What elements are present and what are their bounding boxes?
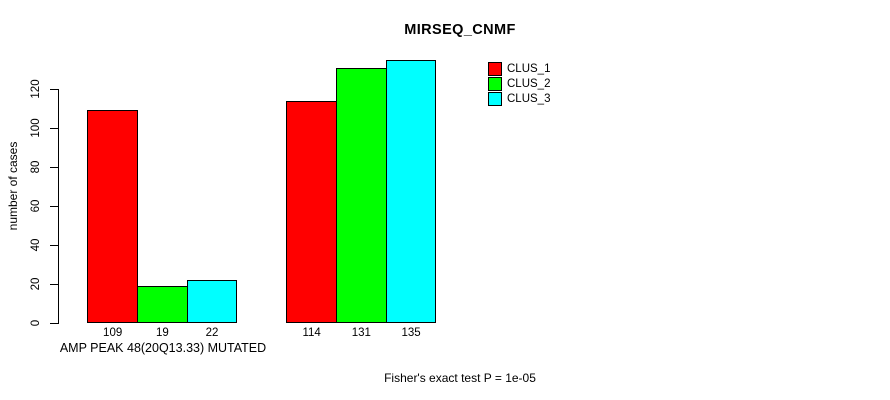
y-tick-label: 80 xyxy=(30,160,42,174)
y-tick-label: 0 xyxy=(30,319,42,327)
bar-clus_3-group2 xyxy=(385,59,437,323)
legend-item-clus_1: CLUS_1 xyxy=(488,61,550,76)
y-tick-mark xyxy=(50,323,58,324)
chart-title: MIRSEQ_CNMF xyxy=(404,22,516,38)
bar-value-label: 19 xyxy=(155,327,169,339)
bar-value-label: 114 xyxy=(302,327,321,339)
y-tick-mark xyxy=(50,89,58,90)
legend-item-clus_2: CLUS_2 xyxy=(488,76,550,91)
y-tick-mark xyxy=(50,245,58,246)
bar-value-label: 22 xyxy=(205,327,219,339)
legend: CLUS_1 CLUS_2 CLUS_3 xyxy=(488,61,550,106)
y-tick-label: 100 xyxy=(30,118,42,138)
bar-clus_1-group1 xyxy=(87,110,138,323)
legend-label-clus_1: CLUS_1 xyxy=(507,62,551,75)
legend-item-clus_3: CLUS_3 xyxy=(488,91,550,106)
y-tick-mark xyxy=(50,284,58,285)
legend-swatch-clus_1 xyxy=(488,61,502,76)
legend-label-clus_3: CLUS_3 xyxy=(507,92,551,105)
y-tick-mark xyxy=(50,167,58,168)
bar-value-label: 131 xyxy=(351,327,371,339)
y-tick-label: 120 xyxy=(30,79,42,99)
legend-label-clus_2: CLUS_2 xyxy=(507,77,551,90)
y-tick-label: 20 xyxy=(30,277,42,291)
legend-swatch-clus_3 xyxy=(488,91,502,106)
group-label-mutated: AMP PEAK 48(20Q13.33) MUTATED xyxy=(59,341,267,355)
y-axis-line xyxy=(58,89,59,324)
bar-clus_3-group1 xyxy=(186,280,238,323)
y-tick-mark xyxy=(50,206,58,207)
bar-clus_1-group2 xyxy=(286,100,337,323)
y-tick-label: 60 xyxy=(30,199,42,213)
y-axis-label: number of cases xyxy=(6,141,20,231)
y-tick-mark xyxy=(50,128,58,129)
bar-value-label: 109 xyxy=(103,327,123,339)
legend-swatch-clus_2 xyxy=(488,76,502,91)
y-tick-label: 40 xyxy=(30,238,42,252)
bar-clus_2-group1 xyxy=(137,285,188,323)
fisher-test-note: Fisher's exact test P = 1e-05 xyxy=(384,371,536,385)
bar-clus_2-group2 xyxy=(336,67,387,323)
bar-value-label: 135 xyxy=(401,327,421,339)
